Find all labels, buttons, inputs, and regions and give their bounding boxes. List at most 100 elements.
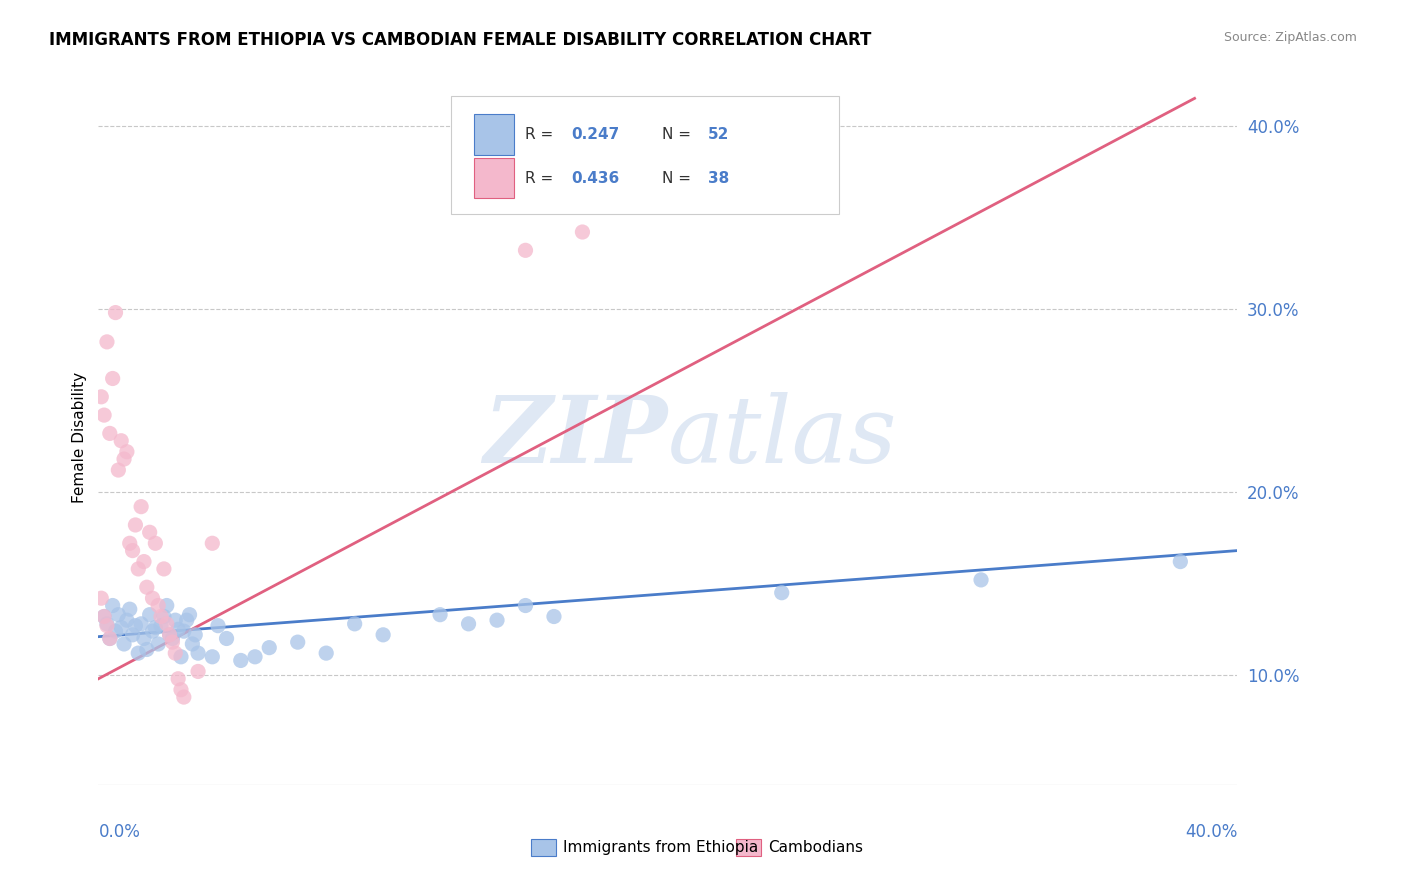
Point (184, 628, 207, 642)
Point (129, 500, 152, 514)
Point (118, 536, 141, 550)
Point (187, 665, 209, 679)
Point (107, 463, 129, 477)
Point (135, 580, 157, 594)
Point (110, 620, 132, 634)
Point (127, 562, 149, 576)
Point (148, 599, 170, 613)
Point (156, 616, 179, 631)
Point (138, 607, 160, 622)
Text: N =: N = (662, 170, 696, 186)
Point (132, 555, 155, 569)
Point (101, 371, 124, 385)
Point (112, 452, 135, 467)
Point (98, 632, 121, 646)
Point (187, 646, 209, 660)
Point (118, 602, 141, 616)
Point (98, 632, 121, 646)
Point (515, 599, 537, 613)
Point (96, 618, 118, 632)
Point (110, 434, 132, 448)
Point (429, 607, 451, 622)
Point (115, 444, 138, 458)
Text: R =: R = (526, 170, 558, 186)
Point (93, 609, 115, 624)
Point (165, 646, 187, 660)
Text: 40.0%: 40.0% (1185, 823, 1237, 841)
Point (373, 628, 395, 642)
Point (121, 543, 143, 558)
Text: Immigrants from Ethiopia: Immigrants from Ethiopia (562, 840, 758, 855)
Point (90, 591, 112, 606)
Point (93, 408, 115, 422)
Point (543, 609, 565, 624)
FancyBboxPatch shape (737, 839, 761, 856)
FancyBboxPatch shape (531, 839, 557, 856)
Point (124, 518, 146, 533)
Point (159, 628, 181, 642)
Point (207, 618, 229, 632)
Point (343, 616, 366, 631)
Point (159, 628, 181, 642)
Point (165, 613, 187, 627)
Point (107, 607, 129, 622)
Point (201, 536, 224, 550)
Point (124, 618, 146, 632)
FancyBboxPatch shape (451, 96, 839, 214)
Point (515, 244, 537, 258)
Point (215, 632, 238, 646)
Point (167, 672, 190, 686)
Point (770, 585, 793, 599)
Y-axis label: Female Disability: Female Disability (72, 371, 87, 503)
Point (96, 334, 118, 349)
Text: 0.436: 0.436 (571, 170, 619, 186)
Point (112, 637, 135, 651)
Point (170, 682, 193, 697)
Point (150, 609, 173, 624)
Point (127, 646, 149, 660)
Point (457, 616, 479, 631)
Text: atlas: atlas (668, 392, 897, 482)
Text: 52: 52 (707, 127, 730, 142)
Text: IMMIGRANTS FROM ETHIOPIA VS CAMBODIAN FEMALE DISABILITY CORRELATION CHART: IMMIGRANTS FROM ETHIOPIA VS CAMBODIAN FE… (49, 31, 872, 49)
Point (96, 616, 118, 631)
Point (150, 618, 173, 632)
Point (135, 642, 157, 657)
Point (201, 649, 224, 664)
Point (176, 613, 198, 627)
Text: Source: ZipAtlas.com: Source: ZipAtlas.com (1223, 31, 1357, 45)
Point (153, 562, 176, 576)
FancyBboxPatch shape (474, 114, 515, 154)
Point (173, 624, 195, 639)
Point (287, 635, 309, 649)
Point (121, 628, 143, 642)
Text: N =: N = (662, 127, 696, 142)
Point (90, 390, 112, 404)
Point (141, 624, 163, 639)
FancyBboxPatch shape (474, 158, 515, 198)
Point (98, 426, 121, 441)
Point (101, 599, 124, 613)
Point (153, 609, 176, 624)
Point (104, 305, 127, 319)
Point (145, 620, 167, 634)
Point (173, 690, 195, 704)
Text: ZIP: ZIP (484, 392, 668, 482)
Point (115, 613, 138, 627)
Point (138, 525, 160, 540)
Text: 0.0%: 0.0% (98, 823, 141, 841)
Point (167, 623, 190, 637)
Point (104, 624, 127, 639)
Point (243, 649, 266, 664)
Point (162, 635, 184, 649)
Point (229, 653, 252, 667)
Point (571, 225, 593, 239)
Point (148, 637, 170, 651)
Point (315, 646, 337, 660)
Point (970, 573, 993, 587)
Point (259, 640, 281, 655)
Point (1170, 555, 1192, 569)
Point (179, 607, 201, 622)
Point (129, 616, 152, 631)
Point (132, 632, 155, 646)
